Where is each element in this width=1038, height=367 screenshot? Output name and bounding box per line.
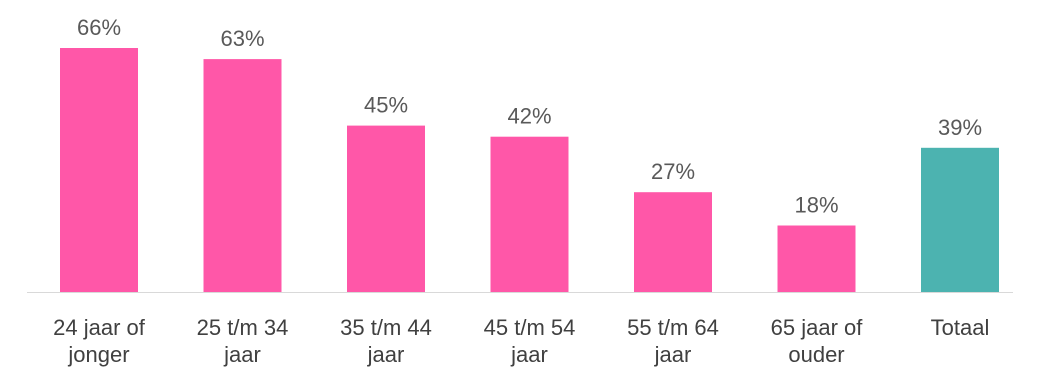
category-label-4: 45 t/m 54 jaar [484, 315, 576, 367]
category-label-5: 55 t/m 64 jaar [627, 315, 719, 367]
category-label-line: jaar [654, 342, 692, 367]
bar-1 [60, 48, 138, 292]
category-label-line: jonger [67, 342, 129, 367]
category-label-line: jaar [510, 342, 548, 367]
category-label-line: 24 jaar of [53, 315, 146, 340]
value-labels-group: 66% 63% 45% 42% 27% 18% 39% [77, 15, 982, 218]
data-label-2: 63% [220, 26, 264, 51]
bars-group [60, 48, 999, 292]
bar-7 [921, 147, 999, 292]
bar-4 [490, 136, 569, 292]
category-label-7: Totaal [931, 315, 990, 340]
category-label-3: 35 t/m 44 jaar [340, 315, 432, 367]
category-label-line: 25 t/m 34 [197, 315, 289, 340]
category-label-line: jaar [367, 342, 405, 367]
data-label-6: 18% [794, 193, 838, 218]
data-label-3: 45% [364, 93, 408, 118]
category-label-line: jaar [223, 342, 261, 367]
data-label-5: 27% [651, 159, 695, 184]
bar-6 [777, 225, 856, 292]
category-label-2: 25 t/m 34 jaar [197, 315, 289, 367]
bar-2 [203, 59, 282, 292]
category-label-line: ouder [788, 342, 844, 367]
category-label-1: 24 jaar of jonger [53, 315, 146, 367]
category-label-line: 65 jaar of [771, 315, 864, 340]
category-label-line: 55 t/m 64 [627, 315, 719, 340]
category-label-line: 45 t/m 54 [484, 315, 576, 340]
category-label-line: Totaal [931, 315, 990, 340]
data-label-1: 66% [77, 15, 121, 40]
bar-5 [634, 192, 712, 292]
category-label-line: 35 t/m 44 [340, 315, 432, 340]
bar-3 [347, 125, 425, 292]
data-label-4: 42% [507, 104, 551, 129]
data-label-7: 39% [938, 115, 982, 140]
category-label-6: 65 jaar of ouder [771, 315, 864, 367]
